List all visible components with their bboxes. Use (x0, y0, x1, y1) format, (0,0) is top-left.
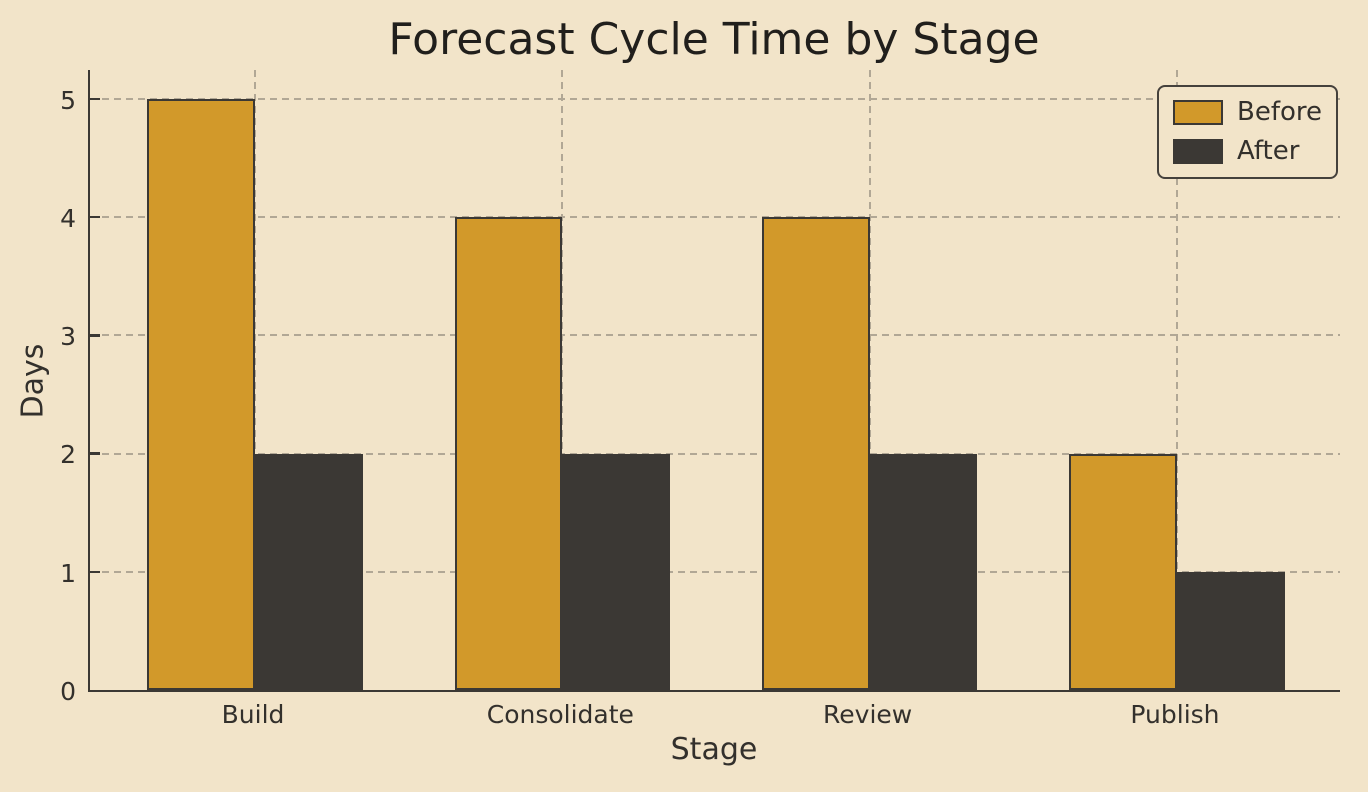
legend-swatch-before (1173, 100, 1223, 126)
y-tick-1 (90, 570, 100, 573)
y-tick-label: 1 (60, 558, 76, 588)
x-tick-label: Review (823, 700, 913, 729)
x-tick-label: Consolidate (486, 700, 634, 729)
bar-after-build (255, 453, 363, 690)
legend-item-after: After (1173, 136, 1322, 167)
gridline-y-2 (90, 452, 1340, 455)
bar-after-review (869, 453, 978, 690)
y-tick-5 (90, 97, 100, 100)
bar-before-consolidate (454, 217, 563, 690)
legend-item-before: Before (1173, 97, 1322, 128)
legend-label-before: Before (1237, 97, 1323, 127)
bar-before-review (762, 217, 870, 690)
x-tick-label: Build (221, 700, 285, 729)
gridline-y-1 (90, 570, 1340, 573)
gridline-y-5 (90, 97, 1340, 100)
gridline-x-build (254, 70, 257, 690)
legend: Before After (1157, 85, 1339, 180)
y-tick-3 (90, 334, 100, 337)
y-tick-label: 4 (60, 203, 76, 233)
plot-area (88, 70, 1340, 692)
x-axis-label: Stage (670, 732, 758, 767)
bar-before-build (147, 98, 255, 690)
gridline-y-3 (90, 334, 1340, 337)
legend-swatch-after (1173, 139, 1223, 165)
gridline-x-publish (1175, 70, 1178, 690)
y-axis-label: Days (15, 343, 51, 419)
y-tick-label: 0 (60, 677, 76, 706)
y-tick-label: 5 (60, 85, 76, 115)
x-tick-label: Publish (1130, 700, 1220, 729)
gridline-x-review (868, 70, 871, 690)
chart-title: Forecast Cycle Time by Stage (388, 14, 1040, 65)
gridline-x-consolidate (561, 70, 564, 690)
bar-before-publish (1069, 453, 1177, 690)
y-tick-label: 2 (60, 440, 76, 470)
y-tick-2 (90, 452, 100, 455)
legend-label-after: After (1237, 136, 1300, 167)
y-tick-4 (90, 215, 100, 219)
gridline-y-4 (90, 216, 1340, 218)
y-tick-label: 3 (60, 322, 76, 352)
bar-after-publish (1176, 571, 1285, 690)
bar-after-consolidate (562, 453, 670, 690)
